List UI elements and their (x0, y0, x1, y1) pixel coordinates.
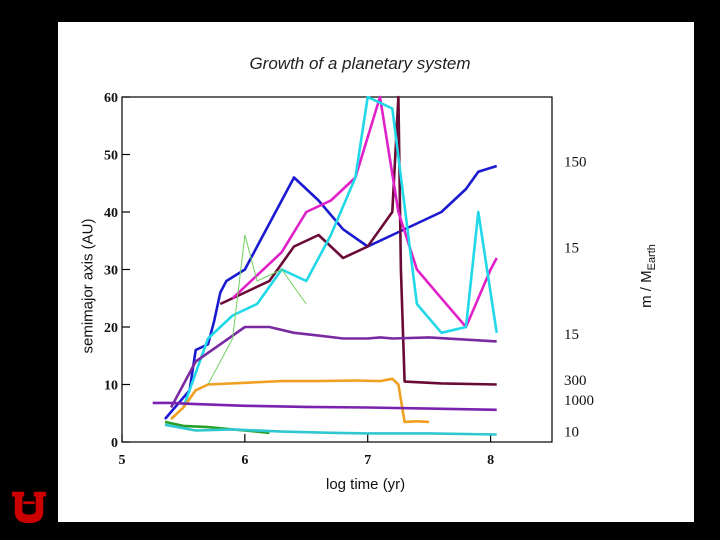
series-magenta-line (231, 95, 498, 329)
x-tick-label: 6 (241, 453, 248, 468)
x-axis-label: log time (yr) (326, 476, 406, 493)
series-cyan-line (182, 95, 498, 408)
right-axis-label-subscript: Earth (646, 244, 658, 271)
series-darkred-line (219, 95, 497, 386)
mass-annotation: 150 (564, 154, 587, 170)
series-violet-line (152, 401, 497, 412)
series-blue-line (164, 164, 498, 420)
right-axis-label-main: m / M (638, 270, 655, 308)
x-tick-label: 5 (119, 453, 126, 468)
series-lightgreen-line (207, 234, 307, 385)
series-lines (152, 95, 498, 436)
mass-annotation: 10 (564, 425, 579, 441)
mass-annotation: 15 (564, 327, 579, 343)
y-tick-label: 50 (104, 149, 118, 164)
university-logo (11, 491, 47, 524)
mass-annotation: 1000 (564, 393, 594, 409)
y-tick-label: 60 (104, 91, 118, 106)
y-axis-label: semimajor axis (AU) (79, 218, 97, 354)
y-tick-label: 30 (104, 264, 118, 279)
series-purple-line (169, 325, 497, 409)
x-axis: 5 6 7 8 (119, 434, 494, 468)
y-axis: 0 10 20 30 40 50 60 (104, 91, 130, 451)
x-tick-label: 8 (487, 453, 494, 468)
mass-annotations: 150 15 15 300 1000 10 (564, 154, 594, 440)
x-tick-label: 7 (364, 453, 371, 468)
right-axis-label: m / MEarth (638, 244, 658, 308)
slide-background (58, 22, 694, 522)
y-tick-label: 10 (104, 379, 118, 394)
series-teal-line (164, 423, 497, 436)
chart-title: Growth of a planetary system (249, 54, 471, 73)
mass-annotation: 300 (564, 373, 587, 389)
y-tick-label: 20 (104, 321, 118, 336)
series-orange-line (170, 377, 430, 424)
y-tick-label: 40 (104, 206, 118, 221)
mass-annotation: 15 (564, 241, 579, 257)
y-tick-label: 0 (111, 436, 118, 451)
